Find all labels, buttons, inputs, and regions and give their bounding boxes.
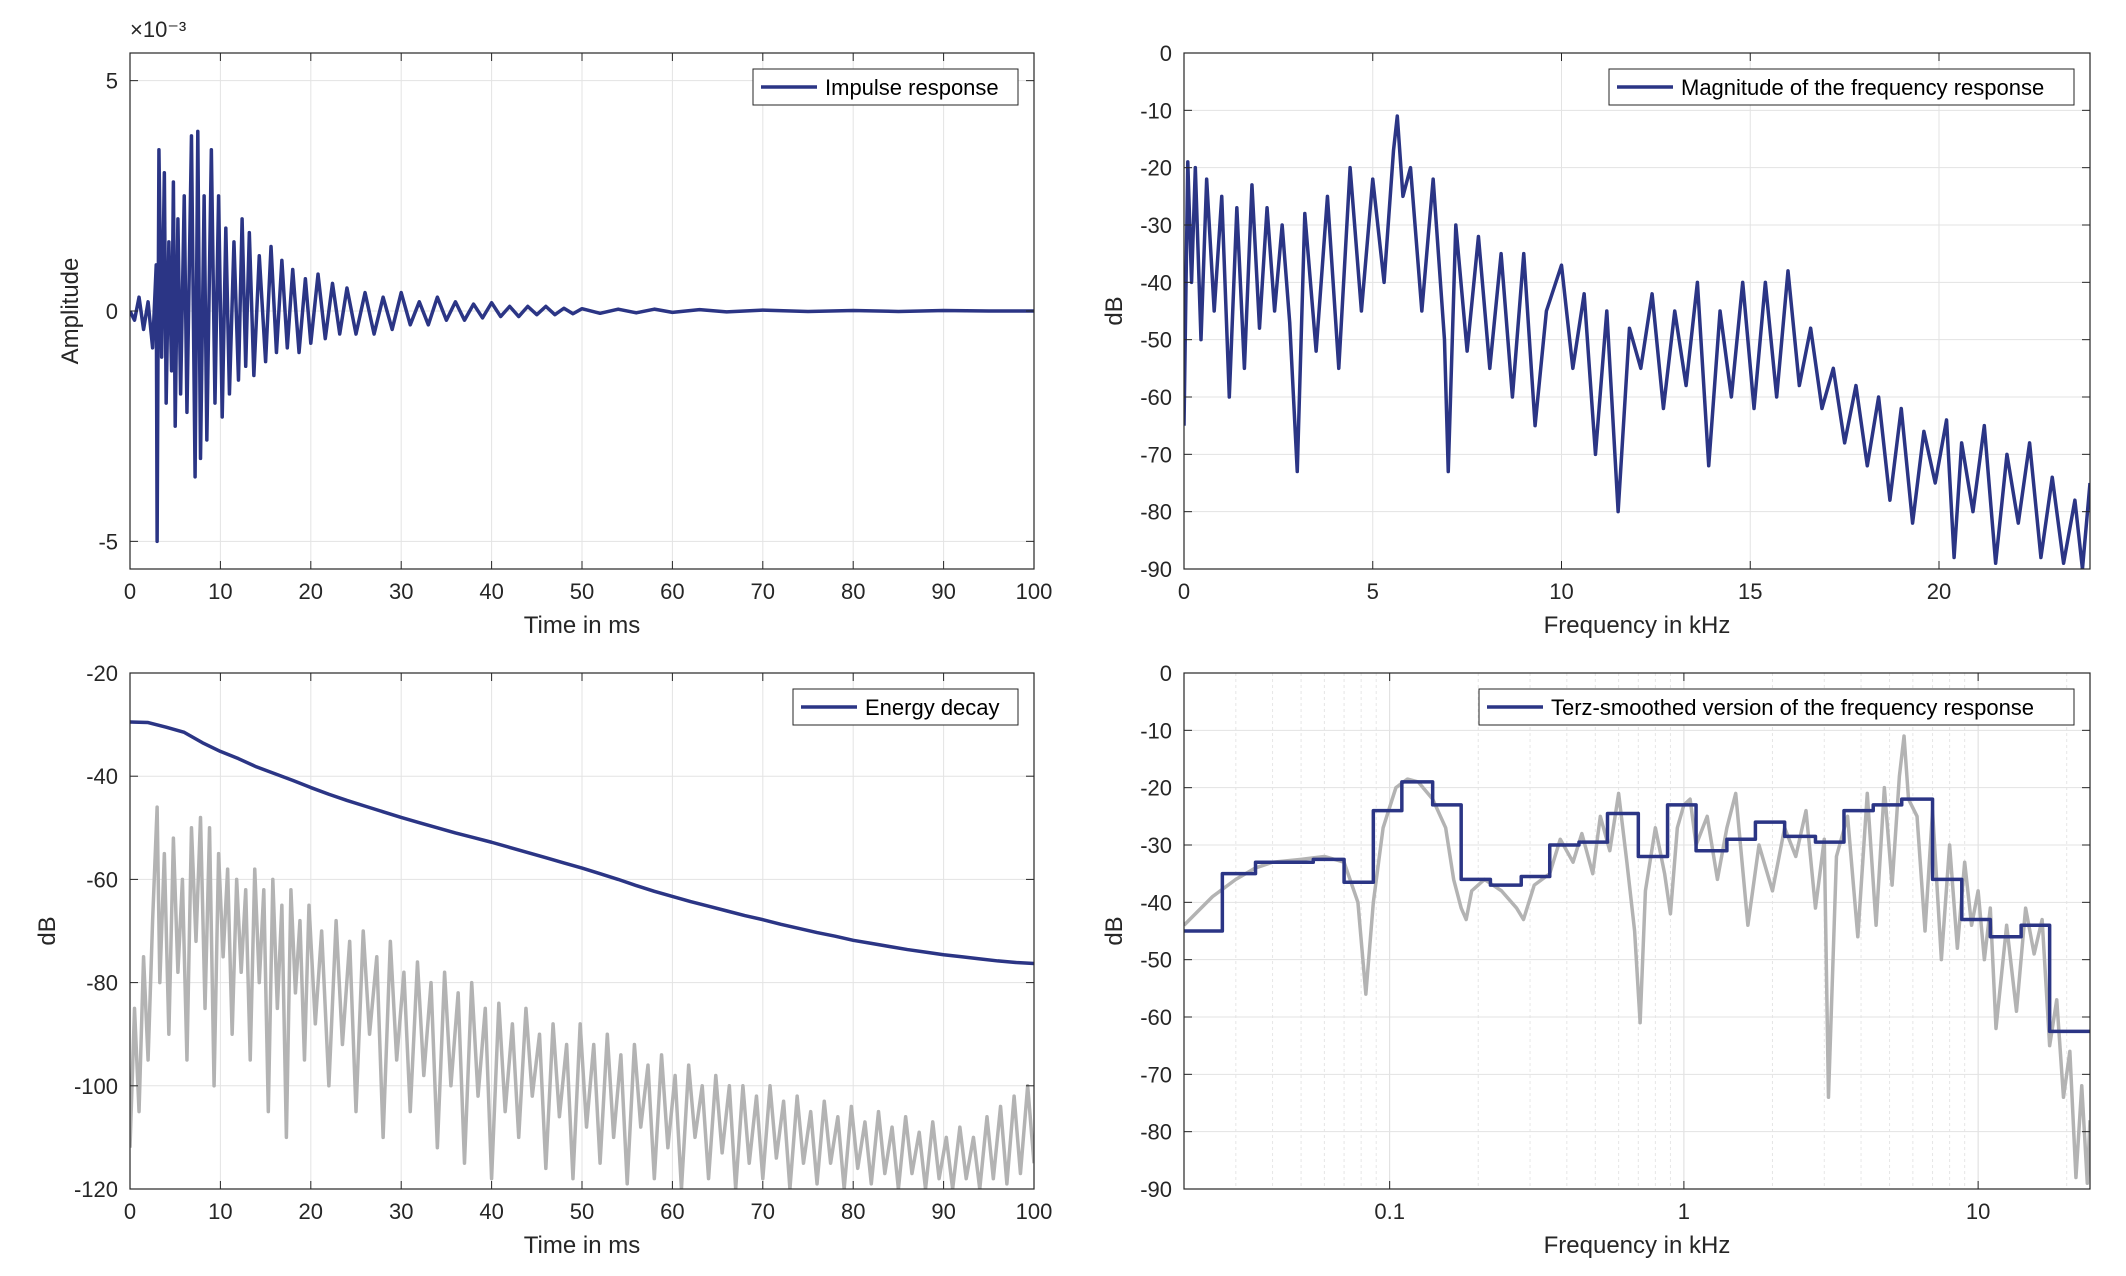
y-tick-label: -80	[1140, 1120, 1172, 1145]
x-axis-label: Frequency in kHz	[1544, 1232, 1731, 1259]
y-tick-label: 0	[1160, 661, 1172, 686]
y-tick-label: -40	[1140, 270, 1172, 295]
series-line-main	[1184, 780, 2090, 1034]
y-tick-label: -5	[98, 529, 118, 554]
legend: Energy decay	[792, 688, 1019, 726]
y-axis-label: dB	[1101, 296, 1128, 325]
x-tick-label: 5	[1367, 579, 1379, 604]
axes-box	[1183, 672, 2091, 1190]
y-tick-label: -100	[74, 1074, 118, 1099]
legend-box	[1608, 68, 2075, 106]
y-tick-label: -60	[1140, 385, 1172, 410]
legend: Impulse response	[752, 68, 1019, 106]
legend-box	[792, 688, 1019, 726]
x-tick-label: 40	[479, 1199, 503, 1224]
y-tick-label: -70	[1140, 1062, 1172, 1087]
x-tick-label: 20	[299, 579, 323, 604]
y-tick-label: -120	[74, 1177, 118, 1202]
x-tick-label: 0	[124, 1199, 136, 1224]
axes-box	[1183, 52, 2091, 570]
chart-magnitude: 0 5 10 15 20 0 -10 -20 -30 -40 -50 -60 -70 -80 -90 Freq…	[1101, 41, 2091, 639]
y-tick-label: -20	[86, 661, 118, 686]
x-tick-label: 10	[1966, 1199, 1990, 1224]
legend-box	[1478, 688, 2075, 726]
y-tick-label: -50	[1140, 948, 1172, 973]
x-tick-label: 30	[389, 1199, 413, 1224]
x-axis-label: Time in ms	[524, 612, 640, 639]
legend-label: Magnitude of the frequency response	[1681, 75, 2044, 100]
x-axis-label: Frequency in kHz	[1544, 612, 1731, 639]
y-axis-label: dB	[1101, 916, 1128, 945]
y-tick-label: -20	[1140, 156, 1172, 181]
x-tick-label: 20	[299, 1199, 323, 1224]
y-tick-label: 0	[106, 299, 118, 324]
x-tick-label: 15	[1738, 579, 1762, 604]
y-tick-label: -20	[1140, 776, 1172, 801]
y-tick-label: -10	[1140, 98, 1172, 123]
x-axis-label: Time in ms	[524, 1232, 640, 1259]
y-axis-label: dB	[34, 916, 61, 945]
x-tick-label: 80	[841, 579, 865, 604]
y-tick-label: -30	[1140, 833, 1172, 858]
x-tick-label: 20	[1927, 579, 1951, 604]
plot-area	[1184, 673, 2090, 1189]
legend: Magnitude of the frequency response	[1608, 68, 2075, 106]
y-tick-label: 5	[106, 69, 118, 94]
x-tick-label: 100	[1016, 1199, 1053, 1224]
x-tick-label: 60	[660, 579, 684, 604]
y-tick-label: -40	[1140, 890, 1172, 915]
series-line-main	[130, 129, 1034, 544]
x-tick-label: 10	[208, 1199, 232, 1224]
y-axis-label: Amplitude	[57, 258, 84, 365]
chart-terz: 0.1 1 10 0 -10 -20 -30 -40 -50 -60 -70 -80 -90 Freque…	[1101, 661, 2091, 1259]
chart-decay: 0 10 20 30 40 50 60 70 80 90 100 -20 -40 -60 -80 -100 -1…	[34, 661, 1052, 1259]
y-tick-label: -70	[1140, 442, 1172, 467]
x-tick-label: 50	[570, 579, 594, 604]
x-tick-label: 90	[931, 579, 955, 604]
legend-label: Terz-smoothed version of the frequency r…	[1551, 695, 2034, 720]
series-line-main	[130, 720, 1034, 966]
legend-label: Impulse response	[825, 75, 999, 100]
y-tick-label: -80	[1140, 500, 1172, 525]
y-exponent-label: ×10⁻³	[130, 17, 186, 42]
y-tick-label: -60	[86, 867, 118, 892]
legend-label: Energy decay	[865, 695, 1000, 720]
x-tick-label: 70	[751, 579, 775, 604]
y-tick-label: 0	[1160, 41, 1172, 66]
series-line-reference	[1184, 734, 2090, 1186]
x-tick-label: 0	[1178, 579, 1190, 604]
x-tick-label: 30	[389, 579, 413, 604]
x-tick-label: 40	[479, 579, 503, 604]
y-tick-label: -90	[1140, 557, 1172, 582]
x-tick-label: 0	[124, 579, 136, 604]
legend: Terz-smoothed version of the frequency r…	[1478, 688, 2075, 726]
y-tick-label: -30	[1140, 213, 1172, 238]
y-tick-label: -80	[86, 971, 118, 996]
x-tick-label: 0.1	[1374, 1199, 1405, 1224]
y-tick-label: -40	[86, 764, 118, 789]
x-tick-label: 10	[1549, 579, 1573, 604]
y-tick-label: -50	[1140, 328, 1172, 353]
y-tick-label: -60	[1140, 1005, 1172, 1030]
y-tick-label: -90	[1140, 1177, 1172, 1202]
x-tick-label: 90	[931, 1199, 955, 1224]
x-tick-label: 1	[1678, 1199, 1690, 1224]
x-tick-label: 100	[1016, 579, 1053, 604]
series-line-reference	[130, 805, 1034, 1189]
series-line-main	[1184, 114, 2090, 569]
y-tick-label: -10	[1140, 718, 1172, 743]
x-tick-label: 80	[841, 1199, 865, 1224]
x-tick-label: 10	[208, 579, 232, 604]
x-tick-label: 50	[570, 1199, 594, 1224]
x-tick-label: 60	[660, 1199, 684, 1224]
x-tick-label: 70	[751, 1199, 775, 1224]
